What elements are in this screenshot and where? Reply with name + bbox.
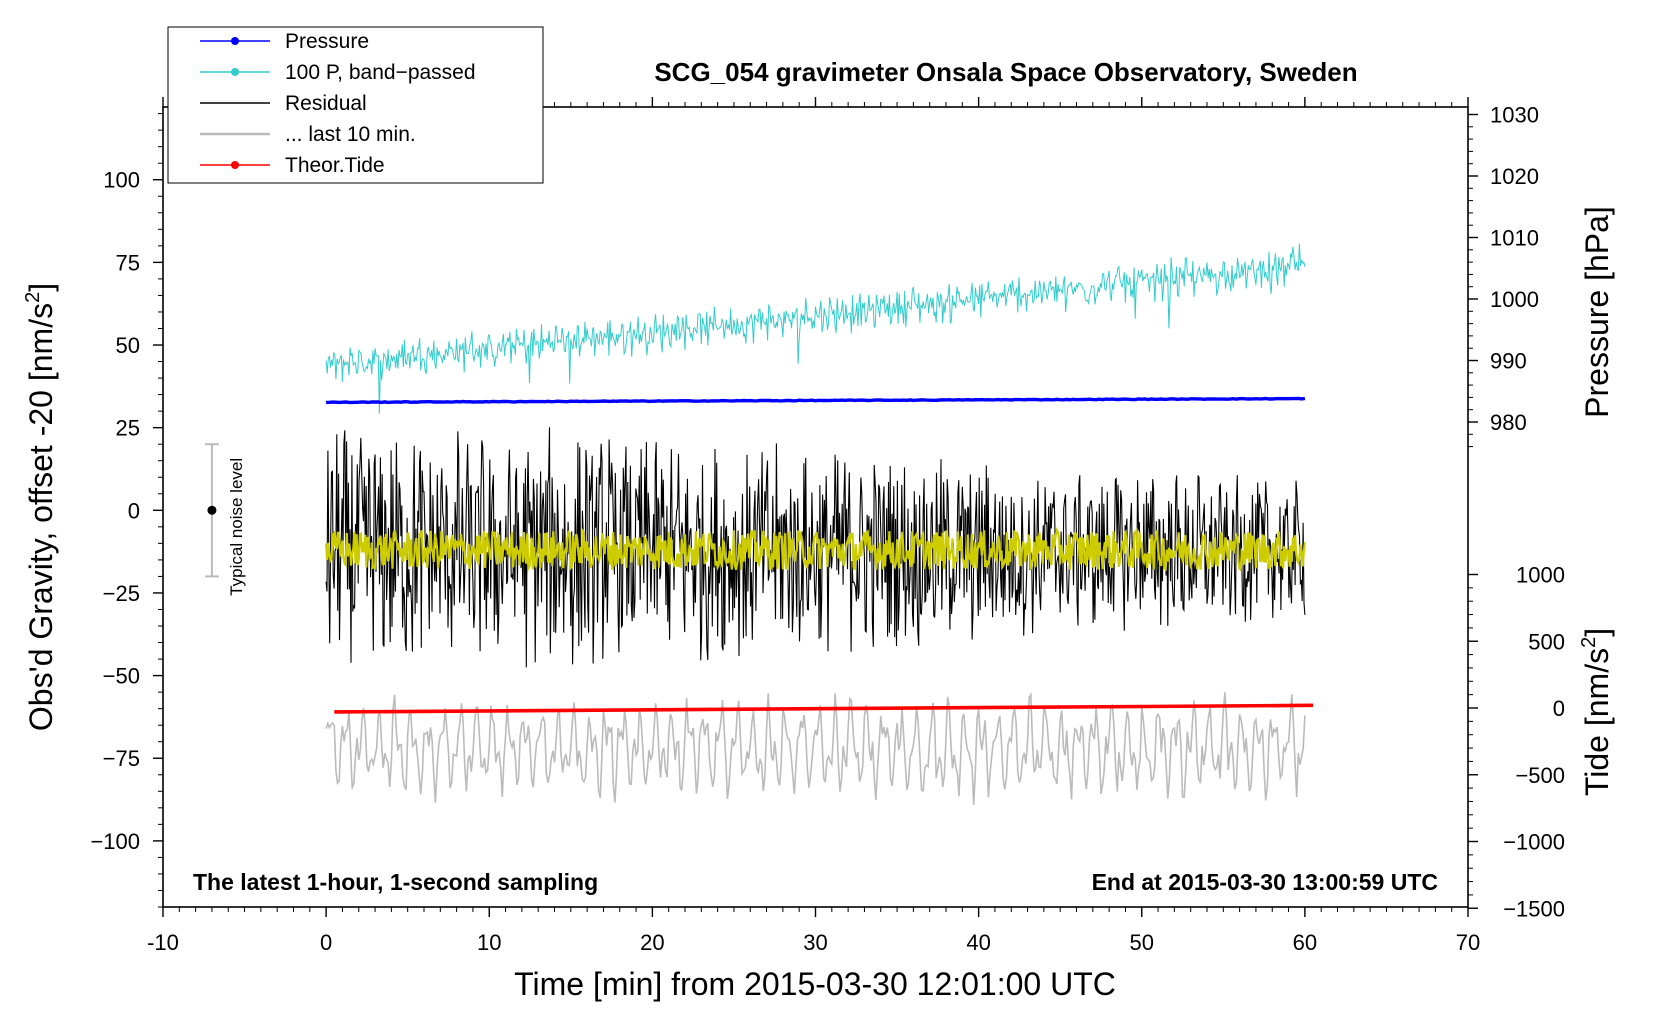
x-tick-label: 40 bbox=[966, 930, 990, 955]
sampling-note: The latest 1-hour, 1-second sampling bbox=[193, 869, 598, 895]
pressure-tick-label: 1000 bbox=[1490, 287, 1539, 312]
x-tick-label: 10 bbox=[477, 930, 501, 955]
legend-label: Pressure bbox=[285, 30, 369, 53]
pressure-tick-label: 990 bbox=[1490, 349, 1527, 374]
x-tick-label: 20 bbox=[640, 930, 664, 955]
tide-label-close: ] bbox=[1579, 628, 1615, 637]
left-y-label-close: ] bbox=[23, 283, 59, 292]
noise-level-label: Typical noise level bbox=[227, 458, 246, 596]
left-tick-label: −100 bbox=[90, 829, 140, 854]
legend-label: 100 P, band−passed bbox=[285, 61, 476, 84]
tide-axis-label: Tide [nm/s2] bbox=[1578, 628, 1615, 796]
x-axis-label: Time [min] from 2015-03-30 12:01:00 UTC bbox=[514, 966, 1116, 1002]
x-tick-label: 30 bbox=[803, 930, 827, 955]
pressure-tick-label: 1010 bbox=[1490, 226, 1539, 251]
left-y-label-main: Obs'd Gravity, offset -20 [nm/s bbox=[23, 303, 59, 731]
left-tick-label: 50 bbox=[116, 333, 140, 358]
left-tick-label: −75 bbox=[103, 746, 140, 771]
pressure-tick-label: 1020 bbox=[1490, 164, 1539, 189]
tide-tick-label: 1000 bbox=[1516, 563, 1565, 588]
left-tick-label: −50 bbox=[103, 664, 140, 689]
left-y-axis-ticks: 100 75 50 25 0 −25 −50 −75 −100 bbox=[90, 113, 163, 908]
tide-tick-label: −1000 bbox=[1503, 830, 1565, 855]
series-residual-smoothed bbox=[325, 526, 1306, 573]
pressure-tick-label: 980 bbox=[1490, 410, 1527, 435]
left-tick-label: 75 bbox=[116, 250, 140, 275]
chart-title: SCG_054 gravimeter Onsala Space Observat… bbox=[654, 57, 1357, 87]
left-tick-label: −25 bbox=[103, 581, 140, 606]
legend-marker bbox=[231, 37, 239, 45]
pressure-axis-label: Pressure [hPa] bbox=[1579, 206, 1615, 418]
series-layer bbox=[325, 243, 1314, 805]
left-y-axis-label: Obs'd Gravity, offset -20 [nm/s2] bbox=[22, 283, 59, 731]
tide-tick-label: −1500 bbox=[1503, 896, 1565, 921]
right-y-axis-ticks: 1030 1020 1010 1000 990 980 1000 500 0 −500 −1000 −… bbox=[1468, 103, 1565, 921]
x-axis-ticks: -10 0 10 20 30 40 50 60 70 bbox=[147, 97, 1480, 955]
pressure-tick-label: 1030 bbox=[1490, 103, 1539, 128]
tide-label-superscript: 2 bbox=[1578, 637, 1600, 648]
series-pressure bbox=[326, 396, 1306, 405]
tide-label-main: Tide [nm/s bbox=[1579, 648, 1615, 796]
noise-level-bar bbox=[204, 443, 219, 578]
x-tick-label: -10 bbox=[147, 930, 179, 955]
end-time-note: End at 2015-03-30 13:00:59 UTC bbox=[1092, 869, 1438, 895]
legend: Pressure 100 P, band−passed Residual ... la… bbox=[167, 26, 544, 184]
noise-bar-center-dot bbox=[207, 505, 217, 515]
tide-tick-label: −500 bbox=[1515, 763, 1565, 788]
series-theoretical-tide bbox=[334, 703, 1314, 714]
legend-box bbox=[167, 26, 544, 184]
x-tick-label: 50 bbox=[1130, 930, 1154, 955]
legend-marker bbox=[231, 68, 239, 76]
legend-label: Theor.Tide bbox=[285, 154, 385, 177]
tide-tick-label: 500 bbox=[1528, 629, 1565, 654]
x-tick-label: 60 bbox=[1293, 930, 1317, 955]
x-tick-label: 70 bbox=[1456, 930, 1480, 955]
legend-label: Residual bbox=[285, 92, 367, 115]
legend-label: ... last 10 min. bbox=[285, 123, 416, 146]
legend-marker bbox=[231, 161, 239, 169]
series-band-passed bbox=[325, 243, 1306, 414]
left-y-label-superscript: 2 bbox=[22, 292, 44, 303]
left-tick-label: 0 bbox=[128, 498, 140, 523]
left-tick-label: 25 bbox=[116, 416, 140, 441]
x-tick-label: 0 bbox=[320, 930, 332, 955]
left-tick-label: 100 bbox=[103, 168, 140, 193]
tide-tick-label: 0 bbox=[1553, 696, 1565, 721]
